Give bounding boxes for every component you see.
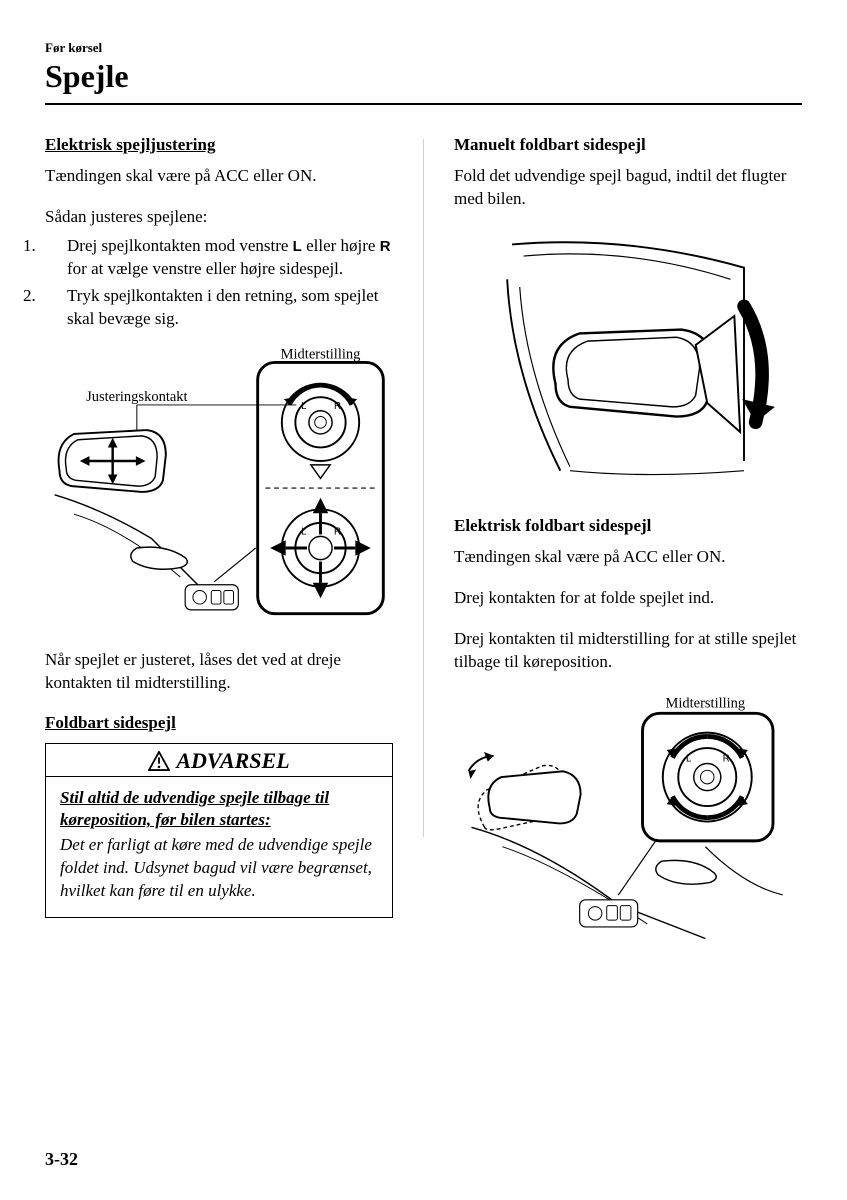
page-number: 3-32	[45, 1149, 78, 1170]
subhead-electric-fold: Elektrisk foldbart sidespejl	[454, 516, 802, 536]
adjust-steps: 1.Drej spejlkontakten mod venstre L elle…	[45, 235, 393, 331]
warning-label: ADVARSEL	[176, 748, 289, 774]
warning-box: ADVARSEL Stil altid de udvendige spejle …	[45, 743, 393, 919]
warning-header: ADVARSEL	[46, 744, 392, 777]
title-rule	[45, 103, 802, 105]
diagram-manual-fold	[454, 229, 802, 490]
subhead-foldable: Foldbart sidespejl	[45, 713, 393, 733]
subhead-manual-fold: Manuelt foldbart sidespejl	[454, 135, 802, 155]
warning-body: Stil altid de udvendige spejle tilbage t…	[46, 777, 392, 918]
para-ignition: Tændingen skal være på ACC eller ON.	[45, 165, 393, 188]
step-2: 2.Tryk spejlkontakten i den retning, som…	[67, 285, 393, 331]
page-title: Spejle	[45, 58, 802, 95]
left-column: Elektrisk spejljustering Tændingen skal …	[45, 135, 393, 957]
svg-text:R: R	[334, 400, 341, 411]
diagram-adjust-switch: Midterstilling L R	[45, 345, 393, 635]
para-howto: Sådan justeres spejlene:	[45, 206, 393, 229]
svg-text:L: L	[686, 753, 692, 764]
warning-text: Det er farligt at køre med de udvendige …	[60, 835, 372, 900]
para-turn-center: Drej kontakten til midterstilling for at…	[454, 628, 802, 674]
label-midterstilling-2: Midterstilling	[665, 695, 745, 711]
diagram-electric-fold: Midterstilling L R	[454, 692, 802, 943]
para-fold-back: Fold det udvendige spejl bagud, indtil d…	[454, 165, 802, 211]
label-midterstilling: Midterstilling	[281, 346, 361, 362]
svg-text:L: L	[301, 526, 307, 537]
two-column-layout: Elektrisk spejljustering Tændingen skal …	[45, 135, 802, 957]
warning-lead: Stil altid de udvendige spejle tilbage t…	[60, 787, 378, 833]
para-lock: Når spejlet er justeret, låses det ved a…	[45, 649, 393, 695]
page-header: Før kørsel Spejle	[45, 40, 802, 95]
right-column: Manuelt foldbart sidespejl Fold det udve…	[454, 135, 802, 957]
svg-text:R: R	[334, 526, 341, 537]
warning-triangle-icon	[148, 751, 170, 771]
column-divider	[423, 139, 424, 837]
para-turn-fold: Drej kontakten for at folde spejlet ind.	[454, 587, 802, 610]
step-1: 1.Drej spejlkontakten mod venstre L elle…	[67, 235, 393, 281]
label-justeringskontakt: Justeringskontakt	[86, 389, 188, 405]
para-ignition-2: Tændingen skal være på ACC eller ON.	[454, 546, 802, 569]
svg-text:L: L	[301, 400, 307, 411]
svg-text:R: R	[723, 753, 730, 764]
section-label: Før kørsel	[45, 40, 802, 56]
subhead-electric-adjust: Elektrisk spejljustering	[45, 135, 393, 155]
